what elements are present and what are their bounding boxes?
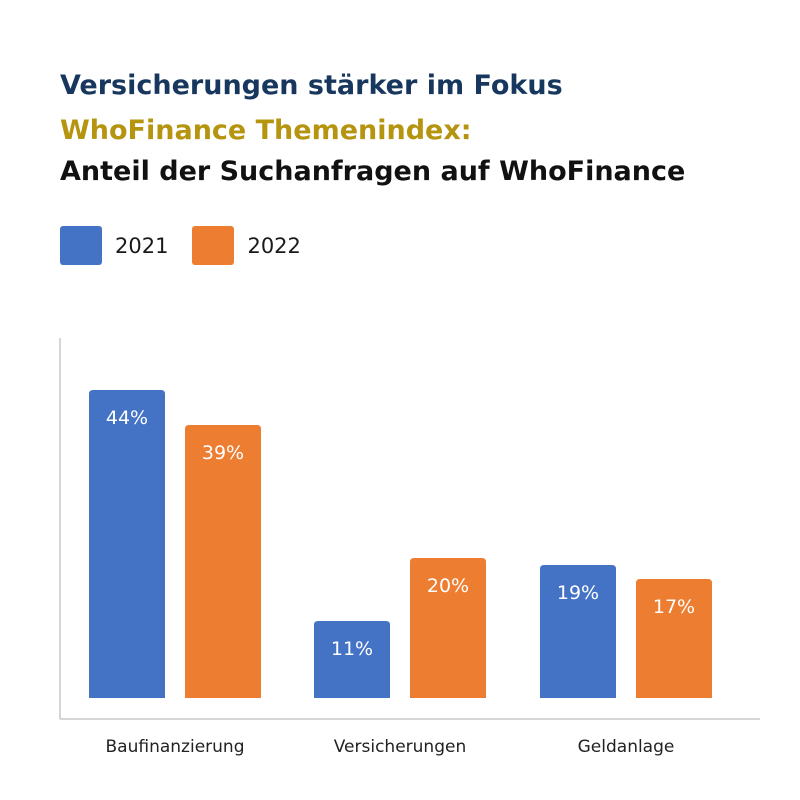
legend: 2021 2022	[60, 226, 325, 265]
bar-baufinanzierung-2021	[89, 390, 165, 698]
category-label-baufinanzierung: Baufinanzierung	[106, 737, 245, 757]
bar-versicherungen-2022	[410, 558, 486, 698]
bar-label-baufinanzierung-2021: 44%	[106, 407, 148, 429]
legend-swatch-2021	[60, 226, 102, 265]
legend-item-2022: 2022	[192, 226, 301, 265]
legend-swatch-2022	[192, 226, 235, 265]
bar-label-geldanlage-2022: 17%	[653, 596, 695, 618]
legend-item-2021: 2021	[60, 226, 168, 265]
legend-label-2021: 2021	[115, 233, 169, 258]
bar-baufinanzierung-2022	[185, 425, 261, 698]
bar-geldanlage-2022	[636, 579, 712, 698]
legend-label-2022: 2022	[247, 233, 301, 258]
category-label-geldanlage: Geldanlage	[578, 737, 675, 757]
bar-label-baufinanzierung-2022: 39%	[202, 442, 244, 464]
chart-title: Versicherungen stärker im Fokus	[60, 70, 563, 101]
bar-label-geldanlage-2021: 19%	[557, 582, 599, 604]
bar-label-versicherungen-2021: 11%	[331, 638, 373, 660]
bar-geldanlage-2021	[540, 565, 616, 698]
bar-label-versicherungen-2022: 20%	[427, 575, 469, 597]
category-label-versicherungen: Versicherungen	[334, 737, 466, 757]
chart-description: Anteil der Suchanfragen auf WhoFinance	[60, 156, 686, 187]
chart-subtitle: WhoFinance Themenindex:	[60, 115, 472, 146]
bar-versicherungen-2021	[314, 621, 390, 698]
